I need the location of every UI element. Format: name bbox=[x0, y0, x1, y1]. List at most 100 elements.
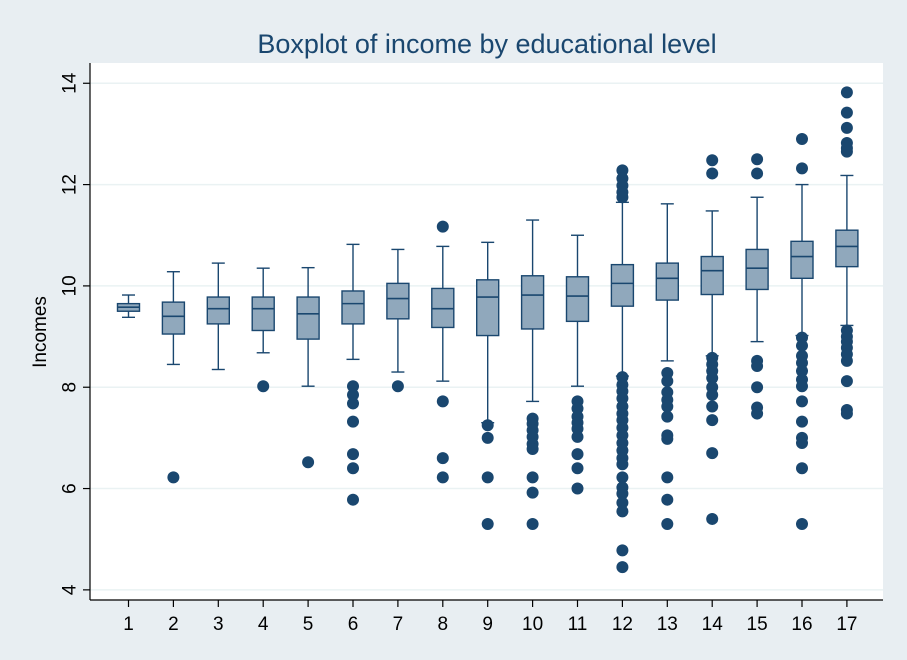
outlier-point bbox=[347, 415, 359, 428]
box-group bbox=[655, 203, 679, 531]
outlier-point bbox=[526, 443, 539, 456]
iqr-box bbox=[161, 301, 186, 335]
box-group bbox=[610, 164, 635, 574]
box-group bbox=[835, 86, 859, 420]
x-tick-label: 7 bbox=[393, 614, 404, 635]
x-tick-label: 3 bbox=[213, 614, 224, 635]
iqr-box bbox=[206, 296, 231, 325]
outlier-point bbox=[347, 493, 359, 506]
outlier-point bbox=[526, 471, 539, 484]
boxes bbox=[116, 86, 859, 574]
outlier-point bbox=[796, 436, 808, 449]
outlier-point bbox=[616, 505, 629, 518]
outlier-point bbox=[796, 518, 808, 531]
x-tick-label: 17 bbox=[836, 614, 857, 635]
outlier-point bbox=[751, 167, 764, 180]
outlier-point bbox=[616, 487, 629, 500]
x-tick-label: 4 bbox=[258, 614, 269, 635]
y-tick-label: 8 bbox=[60, 382, 81, 393]
box-group bbox=[476, 241, 500, 531]
outlier-point bbox=[751, 153, 764, 166]
outlier-point bbox=[436, 220, 449, 233]
iqr-box bbox=[386, 282, 410, 320]
outlier-point bbox=[571, 430, 584, 443]
box-group bbox=[790, 132, 814, 531]
iqr-box bbox=[296, 296, 320, 340]
outlier-point bbox=[571, 482, 584, 495]
iqr-box bbox=[565, 276, 590, 323]
outlier-point bbox=[661, 493, 674, 506]
box-group bbox=[565, 234, 590, 495]
outlier-point bbox=[796, 339, 808, 352]
box-group bbox=[745, 153, 769, 420]
outlier-point bbox=[571, 462, 584, 475]
outlier-point bbox=[840, 86, 853, 99]
outlier-point bbox=[481, 518, 494, 531]
outlier-point bbox=[840, 145, 853, 158]
iqr-box bbox=[610, 263, 635, 307]
outlier-point bbox=[526, 486, 539, 499]
outlier-point bbox=[616, 544, 629, 557]
x-tick-label: 15 bbox=[747, 614, 768, 635]
outlier-point bbox=[257, 380, 270, 393]
x-tick-label: 5 bbox=[303, 614, 314, 635]
box-group bbox=[251, 267, 275, 393]
box-group bbox=[386, 248, 410, 393]
iqr-box bbox=[655, 262, 679, 301]
outlier-point bbox=[796, 365, 808, 378]
outlier-point bbox=[347, 397, 359, 410]
y-tick-label: 6 bbox=[60, 483, 81, 494]
outlier-point bbox=[706, 512, 719, 525]
x-tick-label: 11 bbox=[568, 614, 588, 635]
outlier-point bbox=[616, 191, 629, 204]
outlier-point bbox=[616, 471, 629, 484]
outlier-point bbox=[751, 407, 764, 420]
y-axis-title: Incomes bbox=[30, 296, 51, 368]
iqr-box bbox=[476, 279, 500, 337]
iqr-box bbox=[745, 248, 769, 291]
outlier-point bbox=[436, 452, 449, 465]
x-tick-label: 6 bbox=[348, 614, 359, 635]
x-tick-label: 9 bbox=[482, 614, 493, 635]
outlier-point bbox=[616, 458, 629, 471]
outlier-point bbox=[661, 400, 674, 413]
x-tick-label: 12 bbox=[612, 614, 633, 635]
iqr-box bbox=[835, 229, 859, 268]
chart-title: Boxplot of income by educational level bbox=[257, 29, 716, 59]
outlier-point bbox=[481, 419, 494, 432]
outlier-point bbox=[796, 415, 808, 428]
outlier-point bbox=[840, 354, 853, 367]
x-tick-label: 14 bbox=[702, 614, 724, 635]
x-tick-label: 2 bbox=[168, 614, 179, 635]
outlier-point bbox=[706, 388, 719, 401]
outlier-point bbox=[661, 375, 674, 388]
box-group bbox=[206, 262, 231, 371]
outlier-point bbox=[706, 414, 719, 427]
outlier-point bbox=[616, 561, 629, 574]
outlier-point bbox=[481, 471, 494, 484]
iqr-box bbox=[790, 240, 814, 280]
x-axis-ticks: 1 2 3 4 5 6 7 8 9 10 11 12 13 14 15 16 17 bbox=[123, 600, 857, 635]
outlier-point bbox=[840, 407, 853, 420]
box-group bbox=[296, 266, 320, 469]
y-axis-ticks: 4 6 8 10 12 14 bbox=[60, 72, 90, 595]
outlier-point bbox=[706, 447, 719, 460]
x-tick-label: 8 bbox=[438, 614, 449, 635]
outlier-point bbox=[796, 395, 808, 408]
box-group bbox=[161, 271, 186, 484]
iqr-box bbox=[520, 275, 545, 330]
outlier-point bbox=[167, 471, 180, 484]
y-tick-label: 4 bbox=[60, 584, 81, 595]
outlier-point bbox=[706, 167, 719, 180]
outlier-point bbox=[661, 518, 674, 531]
outlier-point bbox=[796, 162, 808, 175]
outlier-point bbox=[347, 388, 359, 401]
outlier-point bbox=[302, 456, 315, 469]
outlier-point bbox=[840, 121, 853, 134]
outlier-point bbox=[481, 431, 494, 444]
outlier-point bbox=[347, 462, 359, 475]
x-tick-label: 10 bbox=[522, 614, 543, 635]
box-group bbox=[700, 154, 724, 525]
iqr-box bbox=[251, 296, 275, 332]
outlier-point bbox=[661, 471, 674, 484]
